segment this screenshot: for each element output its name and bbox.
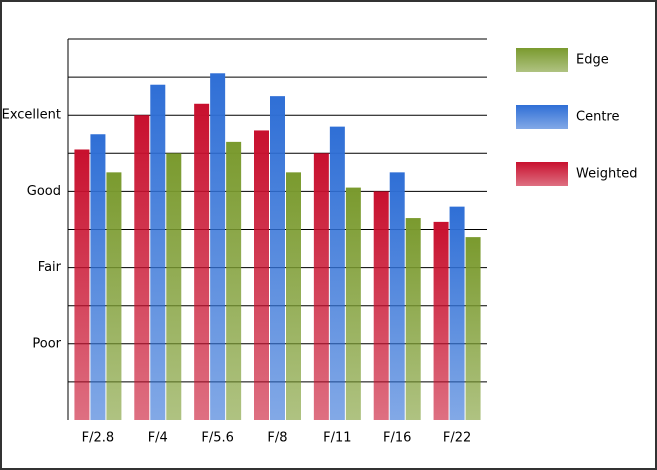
legend-label: Weighted — [576, 167, 638, 182]
legend-label: Centre — [576, 110, 619, 125]
legend-swatch — [516, 48, 568, 72]
bar — [329, 126, 345, 420]
bar — [433, 221, 449, 420]
legend-swatch — [516, 105, 568, 129]
x-tick-label: F/5.6 — [201, 431, 234, 446]
bar — [106, 172, 122, 420]
legend-swatch — [516, 162, 568, 186]
bar — [389, 172, 405, 420]
bar — [210, 73, 226, 420]
bar — [194, 103, 210, 421]
bar — [345, 187, 361, 420]
bar — [254, 130, 269, 420]
bar — [286, 172, 301, 420]
x-tick-label: F/8 — [267, 431, 287, 446]
y-tick-label: Fair — [38, 260, 62, 275]
bar — [449, 206, 465, 420]
bar — [166, 153, 182, 421]
x-tick-label: F/16 — [383, 431, 411, 446]
x-tick-label: F/11 — [323, 431, 351, 446]
y-tick-label: Good — [27, 184, 61, 199]
y-tick-label: Excellent — [2, 108, 61, 123]
y-tick-label: Poor — [32, 336, 61, 351]
x-tick-label: F/4 — [148, 431, 168, 446]
bar — [226, 141, 242, 420]
bar — [313, 153, 329, 421]
legend-label: Edge — [576, 53, 609, 68]
bar — [270, 96, 285, 421]
x-tick-label: F/2.8 — [82, 431, 115, 446]
bar — [150, 84, 166, 420]
bar — [74, 149, 90, 421]
bar — [134, 115, 150, 420]
bar — [373, 191, 389, 420]
x-tick-label: F/22 — [443, 431, 471, 446]
bar — [90, 134, 106, 420]
bar — [405, 218, 421, 420]
bar — [465, 237, 481, 420]
